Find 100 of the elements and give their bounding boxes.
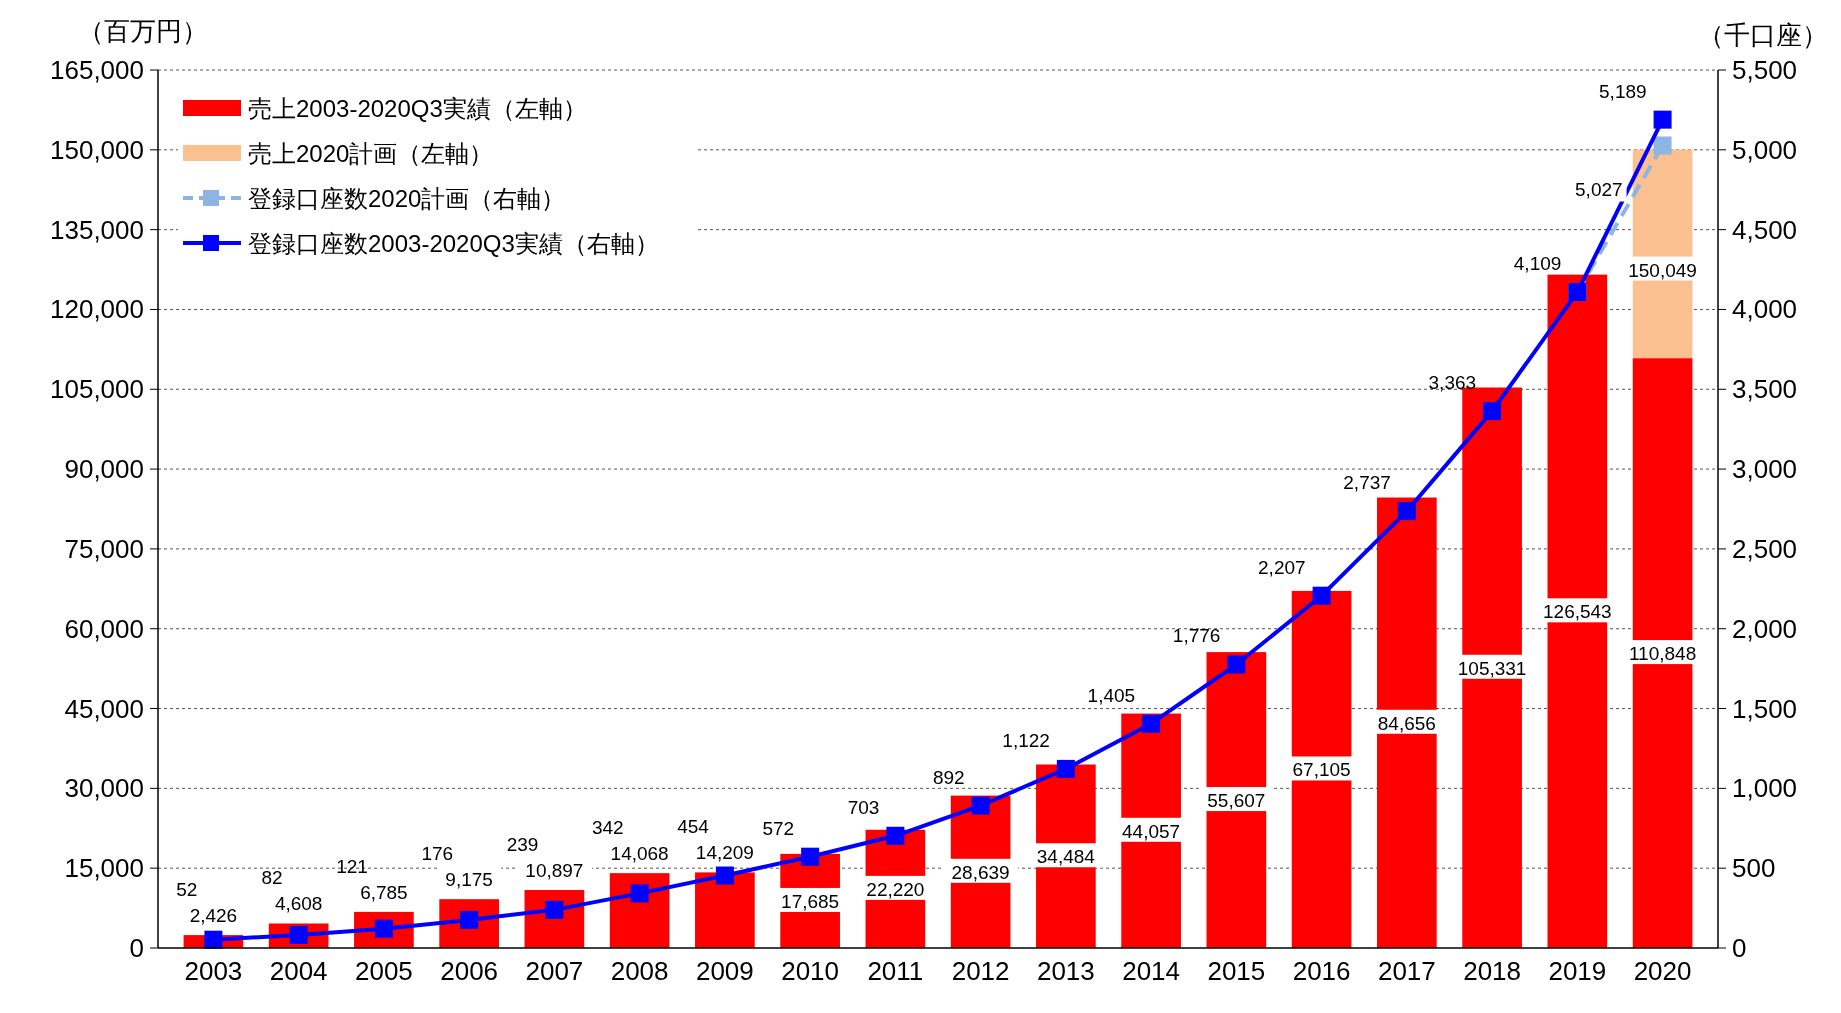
data-label: 126,543 [1543,601,1612,623]
x-tick-label: 2016 [1292,956,1351,986]
y2-axis-title: （千口座） [1698,20,1828,50]
legend-label: 登録口座数2003-2020Q3実績（右軸） [248,230,659,257]
data-label: 28,639 [951,861,1010,883]
data-label: 5,189 [1599,80,1647,102]
y2-tick-label: 4,500 [1732,214,1798,245]
y-tick-label: 0 [129,933,144,963]
y2-tick-label: 0 [1732,933,1747,963]
point [1056,759,1075,778]
x-tick-label: 2005 [354,956,413,986]
legend-label: 登録口座数2020計画（右軸） [248,185,566,212]
x-tick-label: 2019 [1548,956,1607,986]
x-tick-label: 2014 [1122,956,1181,986]
x-tick-label: 2013 [1036,956,1095,986]
y-tick-label: 165,000 [50,55,144,85]
x-tick-label: 2020 [1633,956,1692,986]
data-label: 176 [421,843,454,865]
y2-tick-label: 1,000 [1732,773,1798,804]
x-tick-label: 2011 [867,956,924,986]
point [1142,714,1161,733]
data-label: 1,122 [1002,729,1050,751]
y-tick-label: 45,000 [64,693,144,724]
point [801,847,820,866]
point [630,884,649,903]
y2-tick-label: 2,500 [1732,533,1798,564]
data-label: 34,484 [1036,846,1096,868]
y2-tick-label: 1,500 [1732,693,1798,724]
data-label: 121 [336,855,368,877]
total-label: 150,049 [1628,259,1697,281]
data-label: 2,207 [1258,556,1306,578]
y-tick-label: 120,000 [50,294,144,325]
y2-tick-label: 3,500 [1732,374,1798,405]
x-tick-label: 2003 [184,956,243,986]
y-axis-title: （百万円） [78,16,208,46]
y2-tick-label: 3,000 [1732,454,1798,485]
data-label: 5,027 [1575,178,1623,200]
x-tick-label: 2009 [695,956,754,986]
bar [1291,590,1352,948]
x-tick-label: 2004 [269,956,328,986]
y-tick-label: 105,000 [50,374,144,405]
bar [1377,497,1437,948]
x-tick-label: 2007 [525,956,584,986]
data-label: 14,209 [695,842,754,864]
y-tick-label: 135,000 [50,214,144,245]
y-tick-label: 15,000 [64,853,144,884]
point [715,866,734,885]
point [1397,502,1416,521]
x-tick-label: 2008 [610,956,669,986]
point [1312,586,1331,605]
data-label: 84,656 [1377,712,1436,734]
x-tick-label: 2018 [1463,956,1522,986]
y2-tick-label: 500 [1732,853,1776,884]
data-label: 2,737 [1343,472,1391,494]
data-label: 572 [762,817,795,839]
data-label: 342 [591,817,624,839]
point [1227,655,1246,674]
data-label: 2,426 [189,905,238,927]
data-label: 3,363 [1428,372,1477,394]
x-tick-label: 2010 [781,956,840,986]
bar [695,872,755,948]
point [1653,110,1672,129]
data-label: 110,848 [1628,643,1697,665]
point [886,826,905,845]
data-label: 55,607 [1207,790,1266,812]
legend-label: 売上2020計画（左軸） [248,140,494,167]
data-label: 703 [847,796,880,818]
point [1483,402,1502,421]
data-label: 10,897 [525,860,584,882]
y2-tick-label: 2,000 [1732,613,1798,644]
data-label: 105,331 [1457,657,1527,679]
data-label: 454 [677,816,710,838]
y-tick-label: 150,000 [50,134,144,165]
data-label: 6,785 [360,881,408,903]
x-tick-label: 2012 [951,956,1010,986]
data-label: 82 [261,867,283,889]
point [1653,136,1672,155]
y-tick-label: 60,000 [64,613,144,644]
data-label: 9,175 [445,869,493,891]
data-label: 892 [932,766,965,788]
data-label: 67,105 [1292,759,1351,781]
data-label: 17,685 [781,890,840,912]
data-label: 1,405 [1087,684,1136,706]
data-label: 14,068 [610,843,669,865]
y-tick-label: 75,000 [64,533,144,564]
x-tick-label: 2006 [440,956,499,986]
data-label: 239 [506,834,539,856]
y-tick-label: 90,000 [64,454,144,485]
data-label: 44,057 [1122,820,1181,842]
y-tick-label: 30,000 [64,773,144,804]
x-tick-label: 2017 [1377,956,1436,986]
data-label: 1,776 [1172,625,1221,647]
y2-tick-label: 4,000 [1732,294,1798,325]
legend-label: 売上2003-2020Q3実績（左軸） [248,95,587,122]
data-label: 22,220 [866,878,925,900]
x-tick-label: 2015 [1207,956,1266,986]
data-label: 52 [176,879,198,901]
y2-tick-label: 5,500 [1732,55,1798,85]
y2-tick-label: 5,000 [1732,134,1798,165]
data-label: 4,109 [1513,253,1562,275]
